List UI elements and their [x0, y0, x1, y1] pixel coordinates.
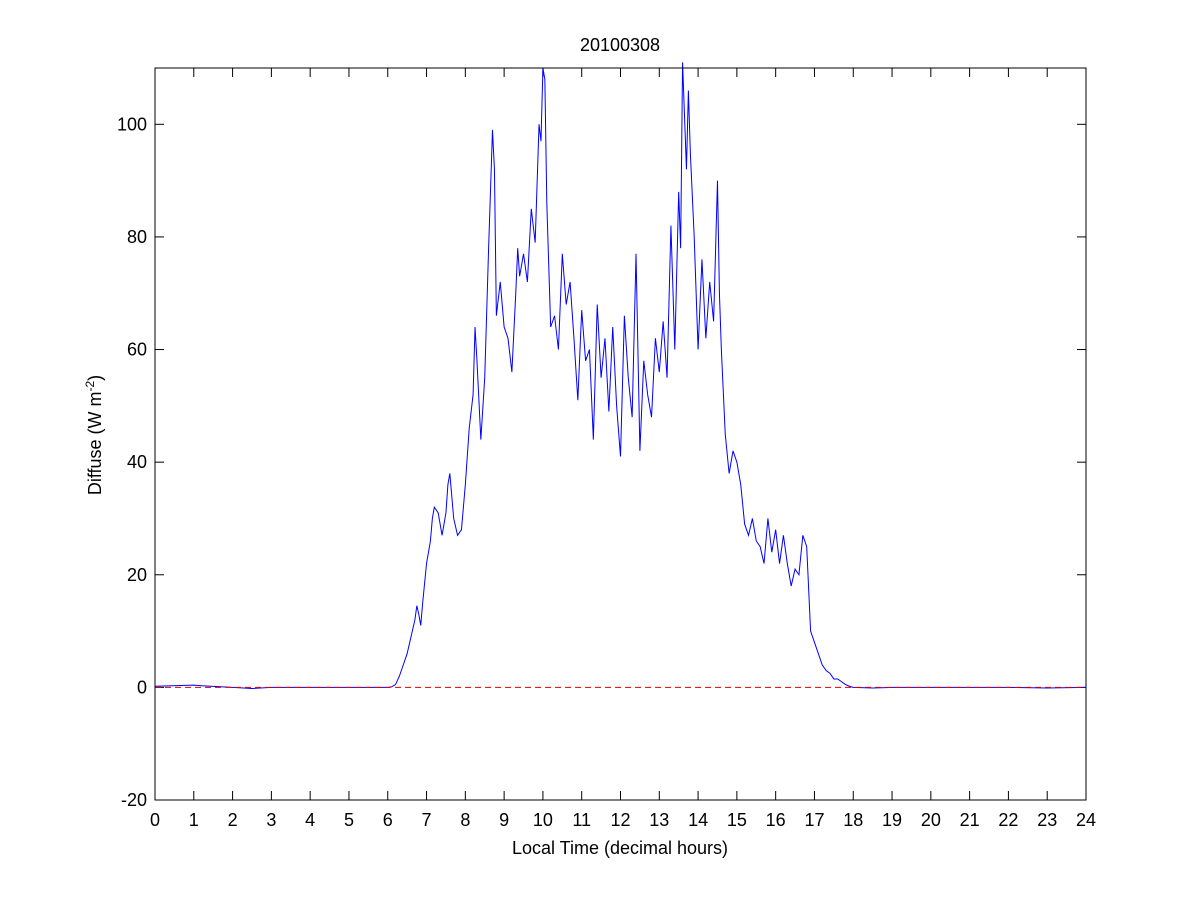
- x-tick-label: 7: [422, 810, 432, 830]
- x-tick-label: 18: [843, 810, 863, 830]
- x-tick-label: 19: [882, 810, 902, 830]
- x-tick-label: 6: [383, 810, 393, 830]
- x-tick-label: 15: [727, 810, 747, 830]
- x-tick-label: 14: [688, 810, 708, 830]
- y-axis-label-suffix: ): [85, 375, 105, 381]
- y-tick-label: 0: [137, 677, 147, 697]
- x-tick-label: 13: [649, 810, 669, 830]
- x-tick-label: 3: [266, 810, 276, 830]
- x-tick-label: 24: [1076, 810, 1096, 830]
- x-tick-label: 17: [804, 810, 824, 830]
- x-tick-label: 16: [766, 810, 786, 830]
- x-tick-label: 12: [610, 810, 630, 830]
- y-axis-label-text: Diffuse (W m: [85, 391, 105, 495]
- x-tick-label: 21: [960, 810, 980, 830]
- x-tick-label: 4: [305, 810, 315, 830]
- x-tick-label: 23: [1037, 810, 1057, 830]
- y-tick-label: 60: [127, 340, 147, 360]
- x-tick-label: 8: [460, 810, 470, 830]
- x-tick-label: 5: [344, 810, 354, 830]
- y-axis-label: Diffuse (W m-2): [83, 375, 105, 495]
- plot-frame: [154, 67, 1087, 801]
- x-tick-label: 9: [499, 810, 509, 830]
- x-tick-label: 2: [228, 810, 238, 830]
- y-tick-label: 100: [117, 114, 147, 134]
- chart-title: 20100308: [580, 35, 660, 55]
- x-tick-label: 11: [572, 810, 591, 830]
- y-axis-label-superscript: -2: [83, 380, 97, 391]
- x-tick-label: 10: [533, 810, 553, 830]
- y-tick-label: 20: [127, 565, 147, 585]
- x-tick-label: 0: [150, 810, 160, 830]
- x-tick-label: 20: [921, 810, 941, 830]
- data-line: [154, 62, 1087, 690]
- x-tick-label: 22: [998, 810, 1018, 830]
- y-tick-label: 40: [127, 452, 147, 472]
- x-axis-label: Local Time (decimal hours): [512, 838, 728, 858]
- y-tick-label: 80: [127, 227, 147, 247]
- x-tick-label: 1: [189, 810, 199, 830]
- y-tick-label: -20: [121, 790, 147, 810]
